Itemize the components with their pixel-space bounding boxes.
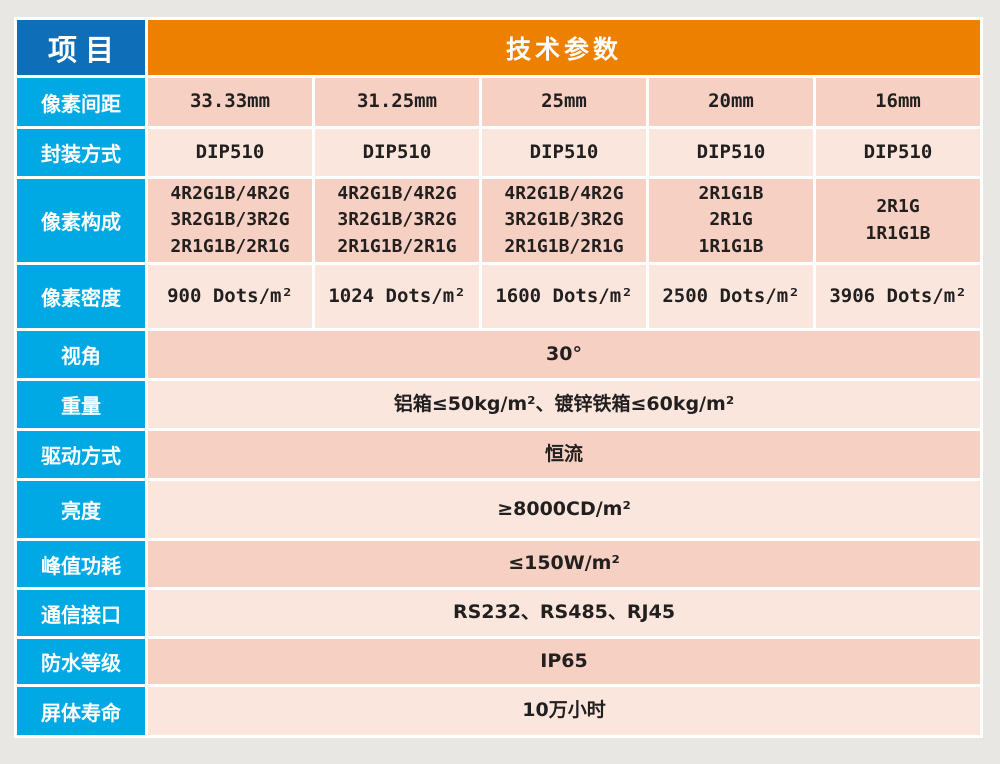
row-label-pixel-pitch: 像素间距	[17, 78, 145, 126]
communication-interface-value: RS232、RS485、RJ45	[148, 590, 980, 636]
pixel-composition-value: 4R2G1B/4R2G 3R2G1B/3R2G 2R1G1B/2R1G	[315, 179, 479, 262]
package-type-value: DIP510	[482, 129, 646, 176]
header-item-cell: 项目	[17, 20, 145, 75]
row-label-screen-lifespan: 屏体寿命	[17, 687, 145, 735]
row-label-weight: 重量	[17, 381, 145, 428]
pixel-pitch-value: 25mm	[482, 78, 646, 126]
row-label-brightness: 亮度	[17, 481, 145, 538]
screen-lifespan-value: 10万小时	[148, 687, 980, 735]
row-label-pixel-composition: 像素构成	[17, 179, 145, 262]
pixel-pitch-value: 16mm	[816, 78, 980, 126]
peak-power-value: ≤150W/m²	[148, 541, 980, 587]
pixel-composition-value: 4R2G1B/4R2G 3R2G1B/3R2G 2R1G1B/2R1G	[148, 179, 312, 262]
pixel-pitch-value: 20mm	[649, 78, 813, 126]
pixel-density-value: 900 Dots/m²	[148, 265, 312, 328]
pixel-composition-value: 2R1G 1R1G1B	[816, 179, 980, 262]
row-label-viewing-angle: 视角	[17, 331, 145, 378]
pixel-density-value: 1024 Dots/m²	[315, 265, 479, 328]
pixel-pitch-value: 31.25mm	[315, 78, 479, 126]
led-spec-table: 项目 技术参数 像素间距 33.33mm 31.25mm 25mm 20mm 1…	[14, 17, 983, 738]
package-type-value: DIP510	[816, 129, 980, 176]
viewing-angle-value: 30°	[148, 331, 980, 378]
package-type-value: DIP510	[315, 129, 479, 176]
pixel-density-value: 3906 Dots/m²	[816, 265, 980, 328]
package-type-value: DIP510	[148, 129, 312, 176]
brightness-value: ≥8000CD/m²	[148, 481, 980, 538]
package-type-value: DIP510	[649, 129, 813, 176]
row-label-peak-power: 峰值功耗	[17, 541, 145, 587]
header-tech-params-cell: 技术参数	[148, 20, 980, 75]
row-label-waterproof-rating: 防水等级	[17, 639, 145, 684]
drive-method-value: 恒流	[148, 431, 980, 478]
row-label-communication-interface: 通信接口	[17, 590, 145, 636]
row-label-pixel-density: 像素密度	[17, 265, 145, 328]
row-label-drive-method: 驱动方式	[17, 431, 145, 478]
row-label-package-type: 封装方式	[17, 129, 145, 176]
waterproof-rating-value: IP65	[148, 639, 980, 684]
pixel-pitch-value: 33.33mm	[148, 78, 312, 126]
pixel-density-value: 2500 Dots/m²	[649, 265, 813, 328]
weight-value: 铝箱≤50kg/m²、镀锌铁箱≤60kg/m²	[148, 381, 980, 428]
pixel-density-value: 1600 Dots/m²	[482, 265, 646, 328]
pixel-composition-value: 2R1G1B 2R1G 1R1G1B	[649, 179, 813, 262]
pixel-composition-value: 4R2G1B/4R2G 3R2G1B/3R2G 2R1G1B/2R1G	[482, 179, 646, 262]
